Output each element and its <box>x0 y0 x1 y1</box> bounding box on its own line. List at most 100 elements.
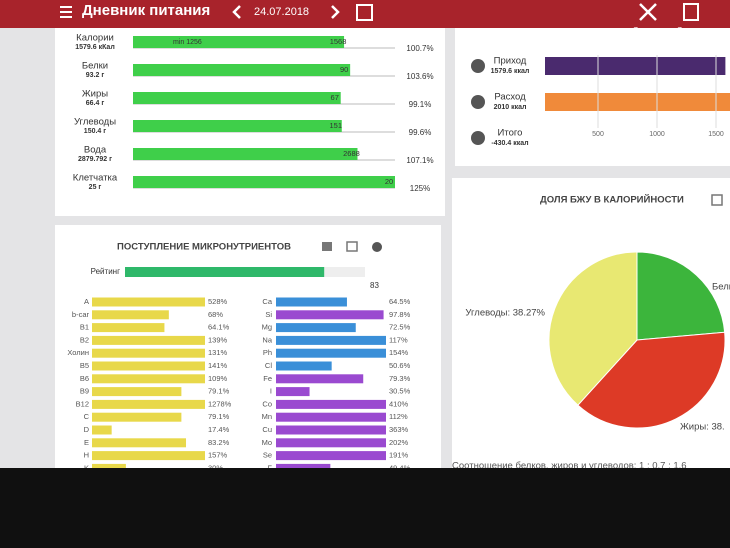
norm-name: Клетчатка <box>73 173 118 184</box>
norm-target: 20 <box>385 177 393 186</box>
micro-title: ПОСТУПЛЕНИЕ МИКРОНУТРИЕНТОВ <box>117 242 291 253</box>
macro-title: ДОЛЯ БЖУ В КАЛОРИЙНОСТИ <box>540 194 684 206</box>
balance-icon <box>471 95 485 109</box>
balance-tick: 1500 <box>708 131 724 138</box>
micro-percent: 117% <box>389 335 408 344</box>
micro-percent: 154% <box>389 348 409 357</box>
menu-icon[interactable] <box>60 6 72 8</box>
balance-bar <box>545 57 726 75</box>
norm-bar <box>133 148 358 160</box>
norm-amount: 93.2 г <box>86 72 105 79</box>
micro-percent: 141% <box>208 361 228 370</box>
macro-footer: Соотношение белков, жиров и углеводов: 1… <box>452 461 687 472</box>
norm-bar <box>133 176 395 188</box>
micro-percent: 97.8% <box>389 310 411 319</box>
micro-percent: 131% <box>208 348 228 357</box>
micro-name: Si <box>265 310 272 319</box>
norm-bar <box>133 64 351 76</box>
button-label: рецепт <box>635 35 661 44</box>
norm-target: 151 <box>330 121 343 130</box>
calendar-icon[interactable] <box>346 241 358 252</box>
norm-target: 2688 <box>343 149 360 158</box>
calendar-icon[interactable] <box>356 4 373 21</box>
micro-name: K <box>84 463 89 472</box>
micro-bar <box>276 323 356 333</box>
micro-percent: 83.2% <box>208 438 230 447</box>
micro-name: b-car <box>72 310 90 319</box>
micro-bar <box>276 348 386 358</box>
norm-percent: 107.1% <box>406 156 433 165</box>
micro-name: H <box>84 451 89 460</box>
micro-bar <box>92 438 187 448</box>
norm-target: 90 <box>340 65 348 74</box>
balance-bars <box>545 57 730 111</box>
micro-bar <box>276 361 332 371</box>
micro-name: Ca <box>262 297 272 306</box>
balance-label: -430.4 ккал <box>491 140 528 147</box>
app: Дневник питания 24.07.2018 ПОСТУПЛЕНИЕ М… <box>0 0 730 472</box>
norm-bar <box>133 36 345 48</box>
balance-label: 1579.6 ккал <box>491 68 530 75</box>
micro-bar <box>92 374 205 384</box>
rating-label: Рейтинг <box>91 267 120 276</box>
micro-percent: 363% <box>389 425 409 434</box>
micro-name: D <box>84 425 90 434</box>
norm-amount: 66.4 г <box>86 100 105 107</box>
product-icon[interactable] <box>683 3 699 21</box>
menu-icon[interactable] <box>60 16 72 18</box>
micro-bar <box>276 438 386 448</box>
table-icon[interactable] <box>322 242 332 251</box>
norm-marker: min 1256 <box>173 39 202 46</box>
micro-bar <box>92 335 205 345</box>
micro-bar <box>276 374 364 384</box>
micro-bar <box>276 297 347 307</box>
micro-name: Холин <box>67 348 89 357</box>
micro-percent: 68% <box>208 310 223 319</box>
micro-percent: 1278% <box>208 399 232 408</box>
button-label: Создать <box>633 26 663 35</box>
micro-name: B6 <box>80 374 89 383</box>
micro-name: Fe <box>263 374 272 383</box>
micro-bar <box>276 451 386 461</box>
header-title: Дневник питания <box>82 2 210 19</box>
micro-name: Se <box>263 451 272 460</box>
micro-name: B9 <box>80 387 89 396</box>
rating-bar <box>125 267 325 277</box>
micro-bar <box>92 463 126 468</box>
micro-name: A <box>84 297 89 306</box>
micro-percent: 79.1% <box>208 387 230 396</box>
norm-amount: 2879.792 г <box>78 156 112 163</box>
micro-percent: 30.5% <box>389 387 411 396</box>
recipe-icon[interactable] <box>639 3 657 21</box>
next-date[interactable] <box>331 5 340 19</box>
norm-bar <box>133 92 341 104</box>
prev-date[interactable] <box>232 5 241 19</box>
micro-name: I <box>270 387 272 396</box>
pie-label: Белк <box>712 282 730 293</box>
micro-name: B2 <box>80 335 89 344</box>
micro-bar <box>92 399 205 409</box>
micro-percent: 17.4% <box>208 425 230 434</box>
menu-icon[interactable] <box>60 11 72 13</box>
norm-percent: 125% <box>410 184 430 193</box>
balance-label: 2010 ккал <box>494 104 527 111</box>
micro-percent: 112% <box>389 412 408 421</box>
micro-name: Mo <box>262 438 272 447</box>
balance-name: Приход <box>494 56 527 67</box>
norm-name: Калории <box>76 33 114 44</box>
pie-label: Углеводы: 38.27% <box>465 308 545 319</box>
micro-name: Cl <box>265 361 272 370</box>
header-date: 24.07.2018 <box>254 6 309 18</box>
micro-percent: 528% <box>208 297 228 306</box>
micro-percent: 64.5% <box>389 297 411 306</box>
micro-percent: 64.1% <box>208 323 230 332</box>
micro-bar <box>92 387 182 397</box>
micro-bar <box>92 451 205 461</box>
norm-amount: 25 г <box>89 184 102 191</box>
micro-percent: 139% <box>208 335 228 344</box>
calendar-icon[interactable] <box>711 194 723 206</box>
help-icon[interactable] <box>372 242 382 252</box>
micro-bar <box>276 310 384 320</box>
